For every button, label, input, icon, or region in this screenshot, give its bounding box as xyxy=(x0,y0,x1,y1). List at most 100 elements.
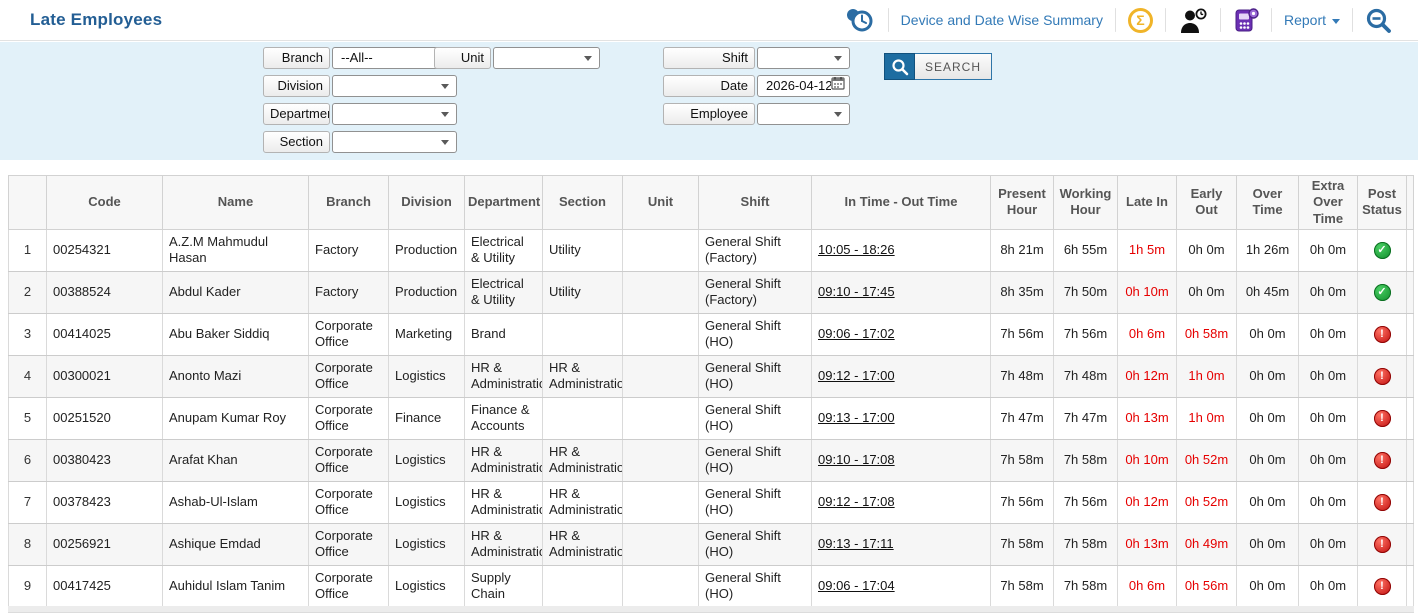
table-row: 2 00388524 Abdul Kader Factory Productio… xyxy=(8,271,1414,314)
sigma-summary-icon[interactable]: Σ xyxy=(1127,7,1153,33)
cell-extra xyxy=(1406,313,1414,356)
cell-early-out: 0h 0m xyxy=(1176,229,1237,272)
post-status-icon: ✓ xyxy=(1373,242,1391,260)
shift-select[interactable] xyxy=(757,47,850,69)
cell-working-hour: 7h 47m xyxy=(1053,397,1118,440)
table-row: 1 00254321 A.Z.M Mahmudul Hasan Factory … xyxy=(8,229,1414,272)
table-row: 8 00256921 Ashique Emdad Corporate Offic… xyxy=(8,523,1414,566)
calendar-icon[interactable] xyxy=(831,76,845,96)
cell-sl: 2 xyxy=(8,271,47,314)
cell-early-out: 0h 52m xyxy=(1176,439,1237,482)
divider xyxy=(1164,8,1166,32)
cell-present-hour: 8h 35m xyxy=(990,271,1054,314)
cell-unit xyxy=(622,565,699,608)
cell-late-in: 1h 5m xyxy=(1117,229,1177,272)
cell-over-time: 0h 0m xyxy=(1236,439,1299,482)
cell-in-out-time: 09:12 - 17:00 xyxy=(811,355,991,398)
cell-early-out: 0h 0m xyxy=(1176,271,1237,314)
employee-clock-icon[interactable] xyxy=(1178,7,1208,34)
cell-unit xyxy=(622,271,699,314)
col-over-time: Over Time xyxy=(1236,175,1299,230)
filter-department: Department xyxy=(263,103,457,125)
cell-sl: 3 xyxy=(8,313,47,356)
cell-extra-over-time: 0h 0m xyxy=(1298,523,1358,566)
cell-division: Logistics xyxy=(388,565,465,608)
cell-in-out-time: 09:13 - 17:00 xyxy=(811,397,991,440)
cell-over-time: 0h 0m xyxy=(1236,481,1299,524)
table-row: 7 00378423 Ashab-Ul-Islam Corporate Offi… xyxy=(8,481,1414,524)
cell-working-hour: 7h 56m xyxy=(1053,481,1118,524)
cell-name: Abdul Kader xyxy=(162,271,309,314)
cell-branch: Corporate Office xyxy=(308,439,389,482)
cell-extra-over-time: 0h 0m xyxy=(1298,439,1358,482)
in-out-time-link[interactable]: 09:10 - 17:45 xyxy=(818,284,895,300)
chevron-down-icon xyxy=(441,84,449,89)
cell-department: Electrical & Utility xyxy=(464,271,543,314)
cell-branch: Corporate Office xyxy=(308,355,389,398)
in-out-time-link[interactable]: 09:13 - 17:11 xyxy=(818,536,894,552)
branch-select[interactable]: --All-- xyxy=(332,47,457,69)
cell-code: 00254321 xyxy=(46,229,163,272)
in-out-time-link[interactable]: 09:06 - 17:04 xyxy=(818,578,895,594)
employee-select[interactable] xyxy=(757,103,850,125)
col-name: Name xyxy=(162,175,309,230)
toolbar: Device and Date Wise Summary Σ xyxy=(844,6,1392,34)
cell-name: Abu Baker Siddiq xyxy=(162,313,309,356)
date-value: 2026-04-12? xyxy=(766,78,831,93)
in-out-time-link[interactable]: 09:12 - 17:08 xyxy=(818,494,895,510)
chevron-down-icon xyxy=(834,112,842,117)
cell-in-out-time: 09:10 - 17:45 xyxy=(811,271,991,314)
cell-in-out-time: 09:10 - 17:08 xyxy=(811,439,991,482)
col-late-in: Late In xyxy=(1117,175,1177,230)
col-in-out-time: In Time - Out Time xyxy=(811,175,991,230)
in-out-time-link[interactable]: 09:06 - 17:02 xyxy=(818,326,895,342)
cell-section xyxy=(542,397,623,440)
filter-panel: Branch --All-- Division Department Secti… xyxy=(0,42,1418,160)
col-unit: Unit xyxy=(622,175,699,230)
cell-shift: General Shift (HO) xyxy=(698,523,812,566)
cell-code: 00380423 xyxy=(46,439,163,482)
zoom-out-icon[interactable] xyxy=(1365,7,1392,34)
cell-division: Logistics xyxy=(388,439,465,482)
cell-unit xyxy=(622,439,699,482)
report-dropdown[interactable]: Report xyxy=(1284,12,1340,28)
in-out-time-link[interactable]: 09:10 - 17:08 xyxy=(818,452,895,468)
in-out-time-link[interactable]: 10:05 - 18:26 xyxy=(818,242,895,258)
cell-post-status: ✓ xyxy=(1357,271,1407,314)
col-present-hour: Present Hour xyxy=(990,175,1054,230)
cell-late-in: 0h 10m xyxy=(1117,439,1177,482)
device-date-summary-link[interactable]: Device and Date Wise Summary xyxy=(900,12,1103,28)
scroll-strip[interactable] xyxy=(8,606,1414,613)
cell-working-hour: 7h 48m xyxy=(1053,355,1118,398)
divider xyxy=(1270,8,1272,32)
cell-early-out: 0h 49m xyxy=(1176,523,1237,566)
cell-extra-over-time: 0h 0m xyxy=(1298,397,1358,440)
cell-late-in: 0h 6m xyxy=(1117,313,1177,356)
cell-division: Logistics xyxy=(388,523,465,566)
department-select[interactable] xyxy=(332,103,457,125)
in-out-time-link[interactable]: 09:13 - 17:00 xyxy=(818,410,895,426)
cell-over-time: 0h 45m xyxy=(1236,271,1299,314)
cell-in-out-time: 09:13 - 17:11 xyxy=(811,523,991,566)
time-history-icon[interactable] xyxy=(844,6,876,34)
cell-shift: General Shift (Factory) xyxy=(698,271,812,314)
divider xyxy=(887,8,889,32)
cell-extra-over-time: 0h 0m xyxy=(1298,481,1358,524)
cell-division: Production xyxy=(388,271,465,314)
cell-code: 00300021 xyxy=(46,355,163,398)
in-out-time-link[interactable]: 09:12 - 17:00 xyxy=(818,368,895,384)
post-status-icon: ! xyxy=(1373,578,1391,596)
cell-present-hour: 7h 56m xyxy=(990,313,1054,356)
cell-early-out: 0h 58m xyxy=(1176,313,1237,356)
attendance-device-icon[interactable] xyxy=(1233,7,1259,34)
cell-early-out: 0h 52m xyxy=(1176,481,1237,524)
date-input[interactable]: 2026-04-12? xyxy=(757,75,850,97)
division-select[interactable] xyxy=(332,75,457,97)
cell-section xyxy=(542,313,623,356)
section-select[interactable] xyxy=(332,131,457,153)
unit-select[interactable] xyxy=(493,47,600,69)
chevron-down-icon xyxy=(441,140,449,145)
search-button[interactable]: SEARCH xyxy=(884,53,992,80)
cell-department: HR & Administration xyxy=(464,355,543,398)
cell-present-hour: 7h 56m xyxy=(990,481,1054,524)
